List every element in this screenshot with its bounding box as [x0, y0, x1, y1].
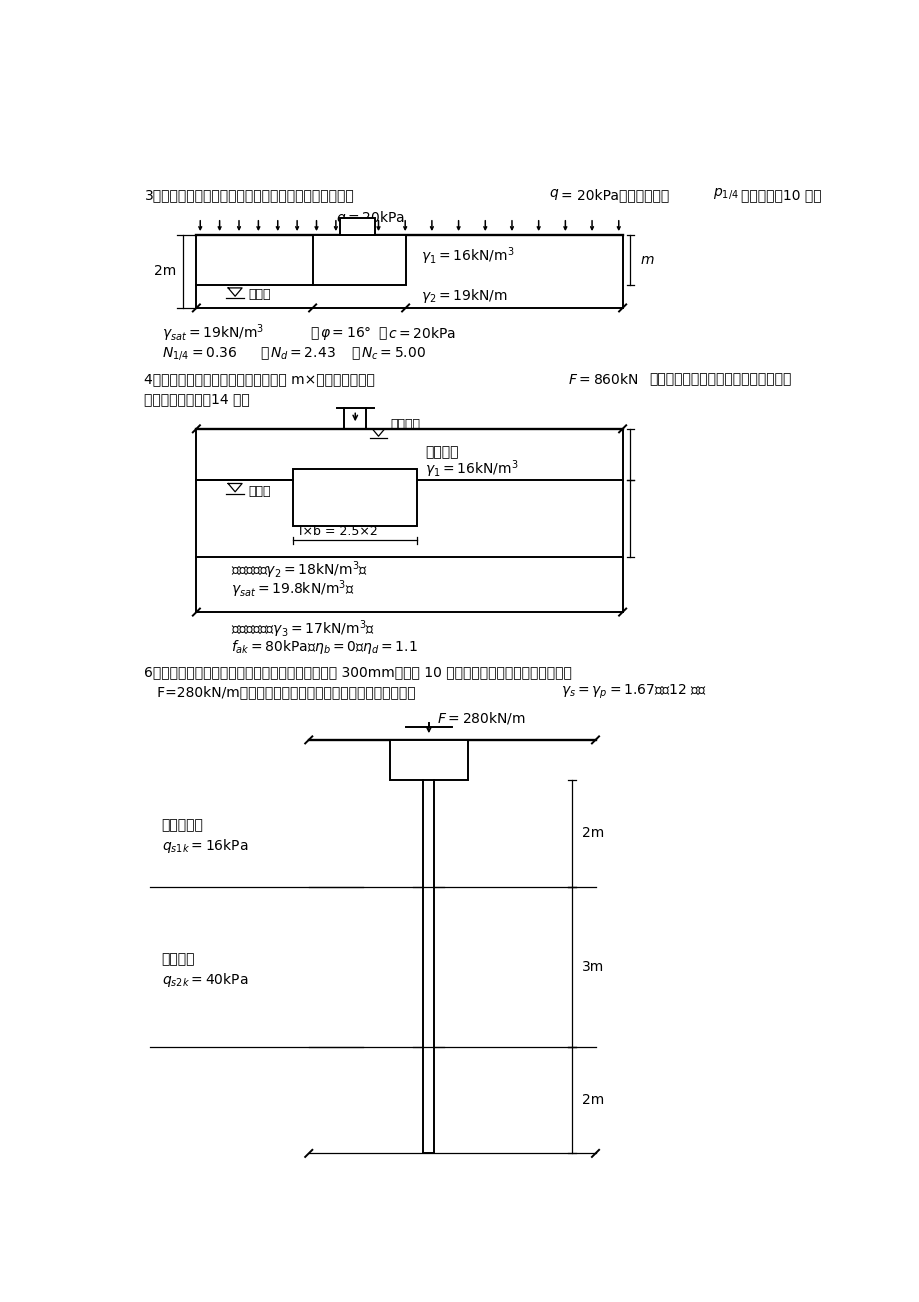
Text: $\gamma_s=\gamma_p=1.67$）（12 分）: $\gamma_s=\gamma_p=1.67$）（12 分）	[560, 684, 706, 702]
Text: 6．某建筑物拟采用墙下单排钻孔灌注桩基础。桩径 300mm，桩长 10 米。地质资料如图，已知竖向荷载: 6．某建筑物拟采用墙下单排钻孔灌注桩基础。桩径 300mm，桩长 10 米。地质…	[144, 665, 572, 680]
Text: 2m: 2m	[581, 827, 603, 840]
Text: 粉质粘土: 粉质粘土	[162, 952, 195, 966]
Text: ，地质条件如图，试验算下卧层承载力: ，地质条件如图，试验算下卧层承载力	[649, 372, 791, 387]
Text: 粉质粘土，$\gamma_2=18\mathrm{kN/m^3}$，: 粉质粘土，$\gamma_2=18\mathrm{kN/m^3}$，	[231, 560, 368, 581]
Text: 自然地面: 自然地面	[390, 418, 420, 431]
Text: 为多少？（10 分）: 为多少？（10 分）	[741, 187, 821, 202]
Text: $\varphi=16°$: $\varphi=16°$	[320, 324, 371, 342]
Text: $\gamma_{sat}=19\mathrm{kN/m^3}$: $\gamma_{sat}=19\mathrm{kN/m^3}$	[162, 323, 264, 344]
Text: $\gamma_1=16\mathrm{kN/m^3}$: $\gamma_1=16\mathrm{kN/m^3}$	[421, 246, 514, 267]
Text: 4．某柱下钢筋砼独立基础，底面尺寸 m×，受到竖向荷载: 4．某柱下钢筋砼独立基础，底面尺寸 m×，受到竖向荷载	[144, 372, 375, 387]
Text: $q$: $q$	[549, 187, 559, 202]
Text: F=280kN/m，试计算每米长度内所需桩数。（抗力分项系数: F=280kN/m，试计算每米长度内所需桩数。（抗力分项系数	[144, 685, 415, 699]
Text: 是否满足要求。（14 分）: 是否满足要求。（14 分）	[144, 393, 250, 406]
Text: $q_{s1k}=16\mathrm{kPa}$: $q_{s1k}=16\mathrm{kPa}$	[162, 837, 248, 855]
Text: $q_{s2k}=40\mathrm{kPa}$: $q_{s2k}=40\mathrm{kPa}$	[162, 971, 248, 988]
Text: ，: ，	[260, 346, 268, 361]
Text: 地下水: 地下水	[248, 288, 270, 301]
Text: $f_{ak}=80\mathrm{kPa}$，$\eta_b=0$，$\eta_d=1.1$: $f_{ak}=80\mathrm{kPa}$，$\eta_b=0$，$\eta…	[231, 638, 417, 656]
Text: 2m: 2m	[153, 264, 176, 279]
Text: $q = \mathrm{20kPa}$: $q = \mathrm{20kPa}$	[335, 208, 405, 227]
Text: $\gamma_2=19\mathrm{kN/m}$: $\gamma_2=19\mathrm{kN/m}$	[421, 288, 507, 306]
Text: 淤泥质粘土: 淤泥质粘土	[162, 819, 203, 832]
Text: $p_{1/4}$: $p_{1/4}$	[712, 187, 738, 202]
Text: $\gamma_{sat}=19.8\mathrm{kN/m^3}$，: $\gamma_{sat}=19.8\mathrm{kN/m^3}$，	[231, 578, 355, 600]
Text: $F=860\mathrm{kN}$: $F=860\mathrm{kN}$	[568, 372, 638, 387]
Bar	[390, 740, 467, 780]
Bar	[293, 469, 417, 526]
Text: $\gamma_1=16\mathrm{kN/m^3}$: $\gamma_1=16\mathrm{kN/m^3}$	[425, 458, 518, 480]
Bar	[312, 234, 405, 285]
Text: $N_d=2.43$: $N_d=2.43$	[269, 345, 335, 362]
Text: 淤泥质粘土，$\gamma_3=17\mathrm{kN/m^3}$，: 淤泥质粘土，$\gamma_3=17\mathrm{kN/m^3}$，	[231, 618, 375, 639]
Text: $N_{1/4}=0.36$: $N_{1/4}=0.36$	[162, 345, 237, 362]
Text: 3．某条基如图所示，地面上有永久存在的连续均布荷载: 3．某条基如图所示，地面上有永久存在的连续均布荷载	[144, 187, 354, 202]
Text: ，: ，	[310, 327, 318, 340]
Text: 3m: 3m	[581, 960, 603, 974]
Text: 2m: 2m	[581, 1094, 603, 1107]
Text: $F=280\mathrm{kN/m}$: $F=280\mathrm{kN/m}$	[437, 710, 525, 725]
Text: 地下水: 地下水	[248, 484, 270, 497]
Text: $N_c=5.00$: $N_c=5.00$	[361, 345, 426, 362]
Text: l×b = 2.5×2: l×b = 2.5×2	[299, 525, 378, 538]
Text: ，: ，	[378, 327, 387, 340]
Text: $m$: $m$	[640, 253, 654, 267]
Text: $c=20\mathrm{kPa}$: $c=20\mathrm{kPa}$	[388, 326, 455, 341]
Text: = 20kPa，求塑性荷载: = 20kPa，求塑性荷载	[560, 187, 668, 202]
Text: ，: ，	[351, 346, 359, 361]
Bar	[339, 217, 374, 234]
Text: 杂填土，: 杂填土，	[425, 445, 458, 458]
